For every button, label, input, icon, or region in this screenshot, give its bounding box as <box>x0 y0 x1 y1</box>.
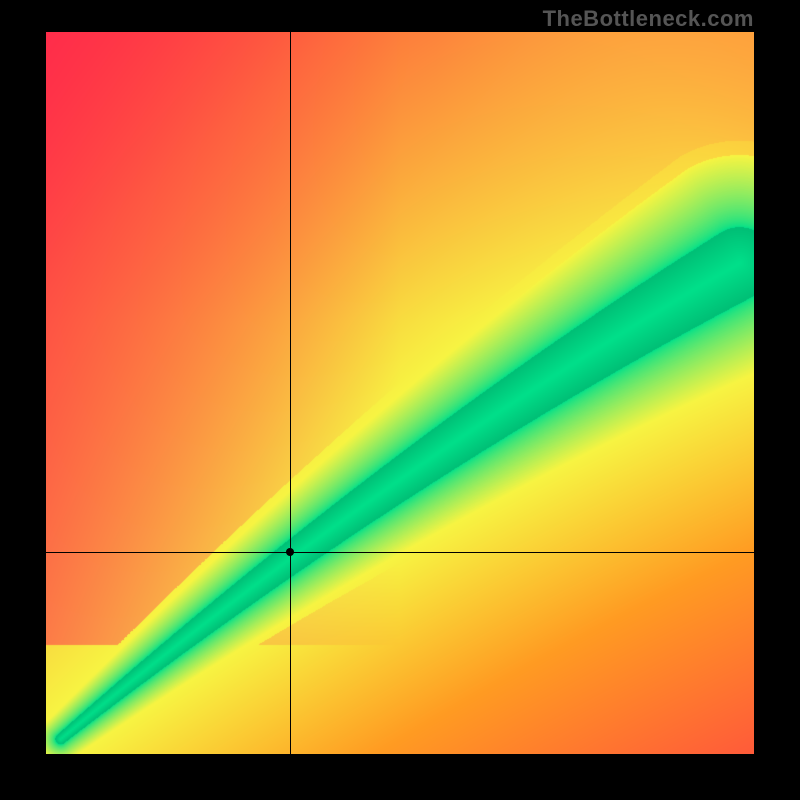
chart-container: TheBottleneck.com <box>0 0 800 800</box>
watermark-text: TheBottleneck.com <box>543 6 754 32</box>
heatmap-canvas <box>46 32 754 754</box>
